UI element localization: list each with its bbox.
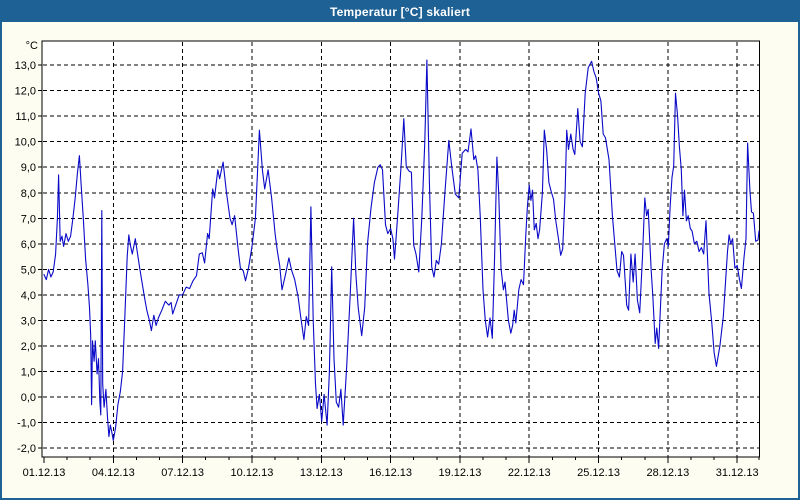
y-tick-label: -1,0	[17, 418, 36, 430]
axis-labels: °C 13,0 12,0 11,0 10,0 9,0 8,0 7,0 6,0 5,0 4,0 3,0 2…	[15, 40, 759, 479]
x-tick-label: 01.12.13	[23, 467, 66, 479]
window-titlebar: Temperatur [°C] skaliert	[2, 2, 798, 22]
y-tick-label: 11,0	[15, 111, 36, 123]
y-tick-label: 12,0	[15, 86, 36, 98]
x-tick-label: 31.12.13	[716, 467, 759, 479]
x-tick-label: 16.12.13	[369, 467, 412, 479]
plot-area	[41, 40, 760, 458]
y-axis-unit-label: °C	[26, 40, 38, 52]
x-tick-label: 13.12.13	[300, 467, 343, 479]
x-tick-label: 19.12.13	[439, 467, 482, 479]
y-tick-label: 10,0	[15, 137, 36, 149]
y-tick-label: 3,0	[21, 315, 36, 327]
x-tick-label: 04.12.13	[92, 467, 135, 479]
y-tick-label: 8,0	[21, 188, 36, 200]
x-tick-label: 25.12.13	[577, 467, 620, 479]
axis-ticks	[38, 64, 760, 463]
x-tick-label: 10.12.13	[231, 467, 274, 479]
y-tick-label: 5,0	[21, 264, 36, 276]
y-tick-label: 6,0	[21, 239, 36, 251]
y-tick-label: 13,0	[15, 60, 36, 72]
y-tick-label: 4,0	[21, 290, 36, 302]
y-tick-label: 1,0	[21, 366, 36, 378]
y-tick-label: 7,0	[21, 213, 36, 225]
temperature-series-line	[43, 59, 760, 441]
x-tick-label: 22.12.13	[508, 467, 551, 479]
x-tick-label: 28.12.13	[646, 467, 689, 479]
y-tick-label: 2,0	[21, 341, 36, 353]
y-tick-label: 0,0	[21, 392, 36, 404]
window-title: Temperatur [°C] skaliert	[329, 5, 471, 19]
x-tick-label: 07.12.13	[161, 467, 204, 479]
y-tick-label: 9,0	[21, 162, 36, 174]
y-tick-label: -2,0	[17, 443, 36, 455]
